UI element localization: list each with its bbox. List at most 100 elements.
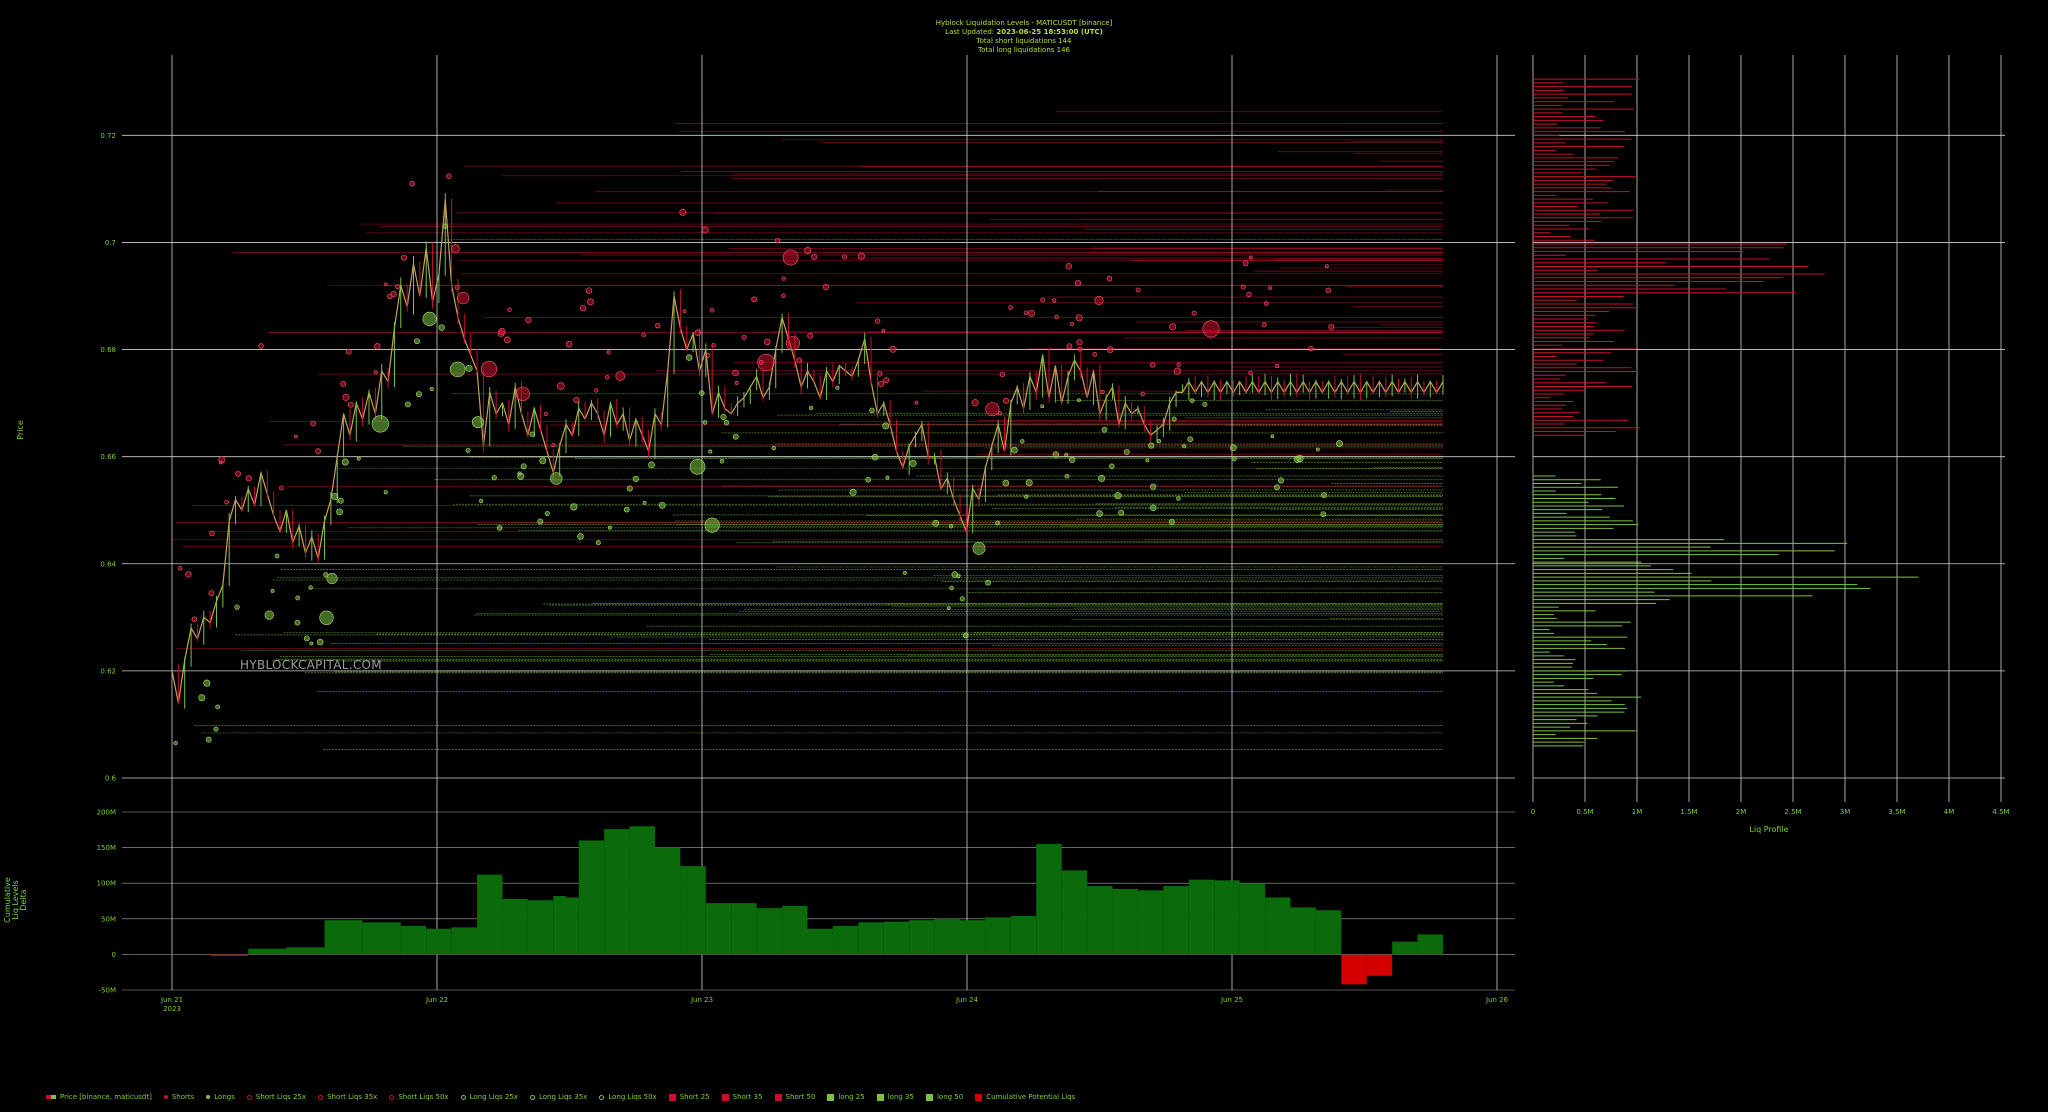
long-liq-bubble — [909, 459, 917, 467]
delta-bar — [1417, 934, 1443, 955]
long-liq-bubble — [479, 498, 484, 503]
long-liq-bubble — [1231, 456, 1237, 462]
long-liq-bubble — [1002, 479, 1010, 487]
short-liq-bubble — [914, 400, 919, 405]
delta-bar — [286, 947, 325, 955]
short-liq-bubble — [1100, 389, 1105, 394]
short-liq-bubble — [807, 332, 814, 339]
short-liq-bubble — [1008, 305, 1013, 310]
short-liq-bubble — [1325, 287, 1332, 294]
delta-axis-label-2: Liq Levels — [11, 880, 20, 920]
long-liq-bubble — [1270, 434, 1275, 439]
long-liq-bubble — [383, 490, 388, 495]
short-liq-bubble — [1028, 309, 1035, 317]
short-liq-bubble — [694, 329, 702, 336]
legend-marker — [206, 1095, 211, 1099]
short-liq-bubble — [310, 420, 316, 427]
long-liq-bubble — [882, 422, 890, 430]
short-liq-bubble — [782, 249, 799, 266]
long-liq-bubble — [626, 485, 633, 492]
profile-tick-label: 2.5M — [1784, 808, 1801, 816]
short-liq-bubble — [889, 345, 897, 353]
long-liq-bubble — [699, 390, 705, 396]
long-liq-bubble — [274, 553, 280, 559]
short-liq-bubble — [498, 327, 506, 335]
delta-bar — [426, 928, 452, 955]
legend-marker — [599, 1094, 605, 1100]
long-liq-bubble — [1096, 510, 1103, 517]
short-liq-bubble — [342, 393, 350, 401]
short-liq-bubble — [294, 434, 298, 439]
long-liq-bubble — [1068, 456, 1076, 463]
legend-marker — [774, 1093, 782, 1101]
legend-item: Short 50 — [774, 1093, 815, 1101]
short-liq-bubble — [258, 343, 264, 349]
legend-item: long 25 — [827, 1093, 865, 1101]
short-liq-bubble — [245, 475, 252, 482]
short-liq-bubble — [409, 181, 415, 187]
legend-marker — [246, 1094, 252, 1100]
short-liq-bubble — [1065, 263, 1073, 270]
delta-bar — [362, 922, 401, 955]
long-liq-bubble — [371, 415, 389, 433]
short-liq-bubble — [1140, 391, 1145, 397]
long-liq-bubble — [719, 458, 725, 464]
short-liq-bubble — [1191, 310, 1197, 316]
delta-bar — [858, 922, 884, 955]
delta-bar — [1163, 886, 1189, 955]
long-liq-bubble — [809, 406, 814, 411]
last-updated-value: 2023-06-25 18:53:00 (UTC) — [996, 28, 1103, 36]
long-liq-bubble — [1064, 473, 1070, 479]
long-liq-bubble — [623, 506, 630, 513]
short-liq-bubble — [525, 317, 532, 324]
long-liq-bubble — [331, 493, 339, 501]
delta-bar — [210, 954, 249, 956]
long-liq-bubble — [962, 632, 969, 639]
long-liq-bubble — [1315, 447, 1320, 452]
legend-label: Short 35 — [732, 1093, 763, 1101]
legend-item: Long Liqs 25x — [460, 1093, 518, 1101]
short-liq-bubble — [224, 499, 229, 505]
long-liq-bubble — [702, 420, 708, 425]
short-liq-bubble — [764, 338, 771, 346]
long-liq-bubble — [529, 431, 536, 437]
long-liq-bubble — [465, 448, 471, 453]
short-liq-bubble — [822, 283, 829, 290]
delta-bar — [654, 847, 681, 955]
legend-marker — [46, 1095, 56, 1099]
short-liq-bubble — [395, 284, 400, 289]
long-liq-bubble — [1277, 477, 1285, 484]
long-liq-bubble — [308, 585, 313, 590]
legend-label: Long Liqs 25x — [469, 1093, 518, 1101]
long-liq-bubble — [704, 517, 720, 533]
short-liq-bubble — [387, 293, 393, 300]
delta-bar — [477, 874, 503, 955]
long-liq-bubble — [326, 572, 338, 585]
delta-bar — [1087, 886, 1113, 955]
short-liq-bubble — [874, 318, 881, 324]
short-liq-bubble — [985, 402, 1000, 417]
x-tick-label: Jun 24 — [955, 996, 979, 1004]
price-axis-label: Price — [16, 420, 25, 440]
delta-bar — [604, 829, 630, 955]
short-liq-bubble — [615, 371, 626, 381]
short-liq-bubble — [1246, 291, 1252, 298]
short-liq-bubble — [1248, 370, 1253, 375]
delta-bar — [1392, 941, 1418, 955]
long-liq-bubble — [1118, 509, 1125, 516]
long-liq-bubble — [1321, 492, 1327, 499]
long-liq-bubble — [1098, 474, 1106, 482]
short-liq-bubble — [711, 343, 716, 348]
short-liq-bubble — [565, 340, 573, 348]
price-tick-label: 0.62 — [100, 667, 116, 675]
long-liq-bubble — [1202, 401, 1208, 407]
short-liq-bubble — [1023, 310, 1029, 316]
legend-label: Short 25 — [679, 1093, 710, 1101]
delta-bar — [1036, 844, 1062, 955]
long-liq-bubble — [972, 541, 986, 555]
long-liq-bubble — [270, 589, 275, 593]
legend-marker — [975, 1093, 983, 1101]
legend-marker — [925, 1093, 933, 1101]
short-liq-bubble — [732, 369, 739, 377]
delta-bar — [934, 918, 961, 955]
